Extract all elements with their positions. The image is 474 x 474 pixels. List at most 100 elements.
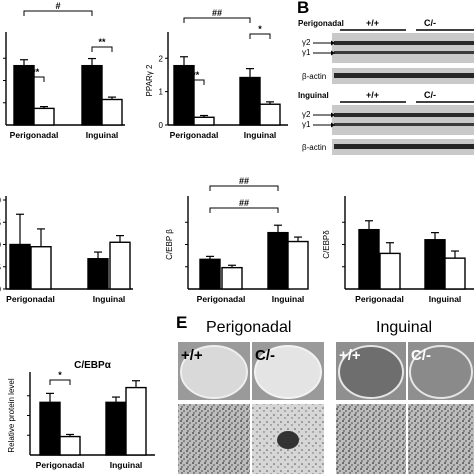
significance-marker: *** [29,67,40,77]
bar-chart-1: Perigonadal Inguinal*****# [3,1,125,140]
panel-b-label: B [297,0,309,17]
blot1-actin-band [334,73,474,78]
category-label: Perigonadal [170,130,219,140]
blot2-wt-label: +/+ [366,90,379,100]
bar-wildtype [39,401,61,456]
bar-knockout [221,266,243,290]
blot2-gamma2-label: γ2 [302,110,311,119]
blot1-actin-label: β-actin [302,72,326,81]
bar-wildtype [81,64,103,126]
micrograph-3 [336,404,406,474]
bar-knockout [193,116,215,126]
micrograph-4 [408,404,474,474]
blot2-actin-label: β-actin [302,143,326,152]
panel-e: E Perigonadal Inguinal +/+ C/- +/+ C/- [176,313,474,474]
panel-e-tissue-inguinal: Inguinal [376,319,432,336]
dish-4-genotype: C/- [411,347,431,364]
blot2-gamma1-label: γ1 [302,120,311,129]
micrograph-2-colony [277,431,299,449]
significance-marker: * [58,370,62,380]
category-label: Perigonadal [36,460,85,470]
category-label: Inguinal [93,294,126,304]
bar-wildtype [239,76,261,126]
blot2-band-gamma2 [334,113,474,117]
category-label: Inguinal [244,130,277,140]
bar-wildtype [267,231,289,290]
y-tick-label: 2 [159,54,164,63]
bar-wildtype [9,243,31,290]
significance-marker: ## [239,198,249,208]
significance-bracket [183,17,251,23]
y-axis-label: C/EBPδ [322,230,331,259]
panel-b: B Perigonadal +/+ C/- γ2 γ1 β-actin Ingu… [297,0,474,155]
blot1-wt-label: +/+ [366,18,379,28]
dish-2 [254,345,322,399]
panel-e-label: E [176,313,187,332]
significance-marker: # [55,1,60,11]
blot2-membrane [332,105,474,135]
y-tick-label: 0.5 [0,263,2,272]
y-tick-label: 0.0 [0,285,2,294]
blot2-actin-band [334,144,474,149]
category-label: Inguinal [110,460,143,470]
dish-3-genotype: +/+ [339,347,361,364]
bar-knockout [125,386,147,456]
significance-marker: ## [212,8,222,18]
bar-knockout [379,252,401,290]
bar-knockout [101,98,123,126]
bar-wildtype [87,258,109,290]
dish-4 [409,345,473,399]
significance-bracket [23,10,93,16]
bar-knockout [444,257,466,290]
bar-knockout [287,240,309,290]
bar-wildtype [13,64,35,126]
category-label: Inguinal [86,130,119,140]
micrograph-1 [178,404,250,474]
significance-marker: * [258,24,262,34]
bar-knockout [109,241,131,290]
blot2-ko-label: C/- [424,90,436,100]
y-axis-label: PPARγ 2 [145,64,154,96]
blot2-tissue-label: Inguinal [298,91,329,100]
blot2-band-gamma1 [334,123,474,126]
y-tick-label: 1 [159,88,164,97]
significance-bracket [209,185,279,191]
blot1-arrowhead-gamma1 [331,50,335,56]
category-label: Perigonadal [197,294,246,304]
dish-3 [338,345,404,399]
category-label: Perigonadal [355,294,404,304]
bar-wildtype [105,401,127,456]
significance-bracket [249,33,271,39]
y-axis-label: C/EBP β [165,229,174,260]
blot1-arrowhead-gamma2 [331,40,335,46]
significance-marker: ## [239,176,249,186]
significance-bracket [209,207,279,213]
significance-marker: ** [98,37,106,47]
blot2-arrowhead-gamma2 [331,112,335,118]
bar-chart-6: Relative protein level C/EBPα Perigonadal I… [7,360,155,470]
significance-bracket [183,79,205,85]
y-tick-label: 1.0 [0,241,2,250]
blot1-tissue-label: Perigonadal [298,19,344,28]
blot1-membrane [332,33,474,63]
bar-knockout [30,246,52,290]
bar-knockout [33,107,55,126]
bar-wildtype [358,228,380,290]
y-axis-label: Relative protein level [7,378,16,452]
y-tick-label: 2.0 [0,196,2,205]
y-tick-label: 0 [159,121,164,130]
dish-1 [180,345,248,399]
bar-chart-3: 2.0 1.5 1.0 0.5 0.0 Perigonadal Inguinal [0,196,133,304]
bar-knockout [259,103,281,126]
category-label: Perigonadal [6,294,55,304]
significance-marker: *** [189,70,200,80]
bar-wildtype [199,258,221,290]
panel-e-tissue-perigonadal: Perigonadal [206,319,291,336]
y-tick-label: 1.5 [0,218,2,227]
category-label: Perigonadal [10,130,59,140]
category-label: Inguinal [272,294,305,304]
dish-2-genotype: C/- [255,347,275,364]
blot1-gamma2-label: γ2 [302,38,311,47]
